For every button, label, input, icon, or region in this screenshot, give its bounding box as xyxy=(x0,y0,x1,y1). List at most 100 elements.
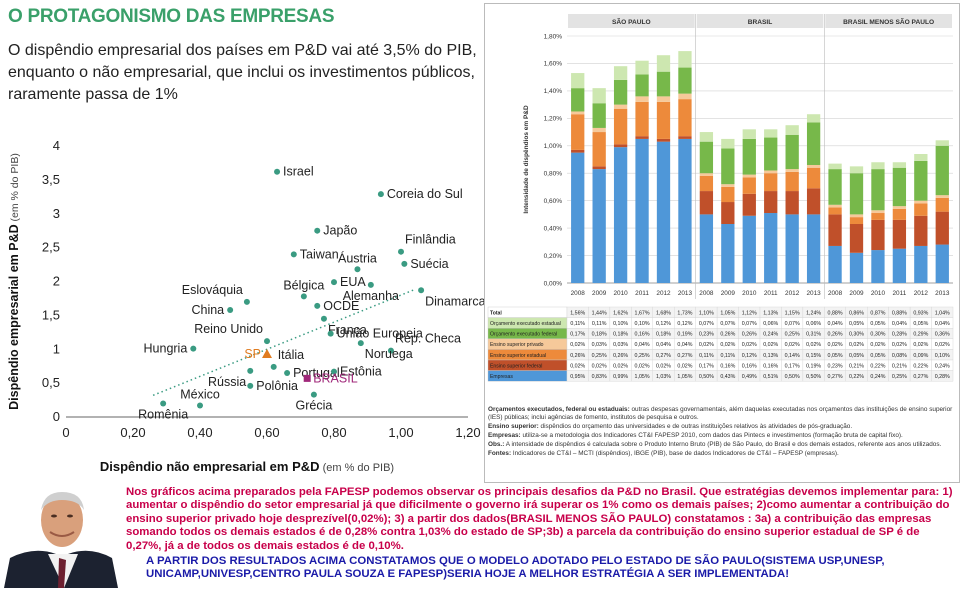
bar-segment-orcamento-executado-estadual xyxy=(914,154,928,161)
bar-segment-ensino-superior-privado xyxy=(849,214,864,218)
bar-x-tick-label: 2010 xyxy=(614,290,629,297)
point-label: Suécia xyxy=(410,257,448,271)
table-cell: 0,11% xyxy=(721,353,736,359)
bar-segment-empresas xyxy=(764,213,778,283)
bar-segment-ensino-superior-estadual xyxy=(656,101,671,139)
table-cell: 0,10% xyxy=(935,353,950,359)
bar-segment-ensino-superior-privado xyxy=(785,169,799,172)
point-franca xyxy=(320,315,327,322)
bar-segment-ensino-superior-privado xyxy=(721,184,735,187)
bar-segment-ensino-superior-estadual xyxy=(678,99,692,137)
y-tick-label: 4 xyxy=(53,138,60,153)
table-cell: 0,02% xyxy=(570,363,585,369)
table-row-label: Total xyxy=(490,310,502,316)
group-header-bg xyxy=(568,14,695,28)
bar-segment-ensino-superior-privado xyxy=(914,200,928,204)
bar-segment-orcamento-executado-estadual xyxy=(785,125,799,135)
table-cell: 0,31% xyxy=(806,332,821,338)
note-text: A intensidade de dispêndios é calculada … xyxy=(504,441,942,449)
bar-y-tick-label: 0,00% xyxy=(544,280,563,287)
bar-x-tick-label: 2008 xyxy=(571,290,586,297)
table-cell: 0,02% xyxy=(828,342,843,348)
point-alemanha xyxy=(367,281,374,288)
bar-segment-orcamento-executado-estadual xyxy=(892,162,907,168)
table-cell: 0,19% xyxy=(806,363,821,369)
table-cell: 0,16% xyxy=(635,332,650,338)
bar-segment-orcamento-executado-federal xyxy=(914,160,928,201)
bar-x-tick-label: 2013 xyxy=(935,290,950,297)
table-cell: 0,99% xyxy=(613,374,628,380)
table-cell: 0,16% xyxy=(720,363,735,369)
bar-segment-ensino-superior-federal xyxy=(806,188,821,215)
point-label: Grécia xyxy=(295,399,332,413)
point-noruega xyxy=(357,340,364,347)
table-cell: 0,04% xyxy=(635,342,650,348)
y-tick-label: 1,5 xyxy=(42,307,60,322)
table-cell: 0,25% xyxy=(785,332,800,338)
point-eua xyxy=(331,279,337,286)
table-cell: 0,95% xyxy=(570,374,585,380)
table-cell: 0,08% xyxy=(892,353,907,359)
point-label: México xyxy=(180,387,220,401)
bar-segment-ensino-superior-estadual xyxy=(571,114,585,150)
table-cell: 0,83% xyxy=(592,374,607,380)
table-cell: 0,22% xyxy=(870,363,885,369)
point-label: União Europeia xyxy=(337,327,423,341)
point-mexico xyxy=(197,402,203,409)
table-cell: 1,05% xyxy=(635,374,650,380)
bar-segment-orcamento-executado-estadual xyxy=(806,114,821,123)
table-cell: 0,87% xyxy=(870,310,885,316)
bar-segment-ensino-superior-privado xyxy=(656,96,671,102)
bar-segment-ensino-superior-federal xyxy=(785,191,799,215)
point-russia xyxy=(247,367,254,374)
table-cell: 0,21% xyxy=(849,363,864,369)
bar-segment-ensino-superior-privado xyxy=(871,210,885,214)
table-cell: 0,10% xyxy=(635,321,650,327)
group-header-label: BRASIL xyxy=(748,19,773,26)
y-axis-label-unit: (em % do PIB) xyxy=(9,153,21,224)
bar-segment-empresas xyxy=(635,138,649,283)
bar-segment-ensino-superior-federal xyxy=(699,191,714,215)
y-tick-label: 3,5 xyxy=(42,172,60,187)
bar-x-tick-label: 2009 xyxy=(592,290,607,297)
table-cell: 0,27% xyxy=(677,353,692,359)
infographic-title: O PROTAGONISMO DAS EMPRESAS xyxy=(8,6,335,27)
y-axis-label-main: Dispêndio empresarial em P&D xyxy=(7,224,21,409)
table-cell: 0,04% xyxy=(828,321,843,327)
x-axis-label: Dispêndio não empresarial em P&D (em % d… xyxy=(100,459,394,474)
y-tick-label: 3 xyxy=(53,206,60,221)
point-label: Reino Unido xyxy=(194,322,263,336)
note-text: utiliza-se a metodologia dos Indicadores… xyxy=(520,432,903,440)
table-cell: 0,23% xyxy=(828,363,843,369)
bar-segment-ensino-superior-federal xyxy=(828,214,842,246)
table-cell: 0,11% xyxy=(699,353,714,359)
table-cell: 0,30% xyxy=(849,332,864,338)
point-label: EUA xyxy=(340,275,366,289)
bar-segment-ensino-superior-estadual xyxy=(592,132,606,167)
table-cell: 0,16% xyxy=(742,363,757,369)
point-label: Itália xyxy=(278,348,304,362)
point-label: Rússia xyxy=(208,375,246,389)
bar-segment-empresas xyxy=(914,245,928,283)
bar-segment-orcamento-executado-federal xyxy=(613,79,628,105)
bar-segment-ensino-superior-privado xyxy=(678,93,692,100)
bar-segment-ensino-superior-estadual xyxy=(806,167,821,189)
table-cell: 0,05% xyxy=(870,353,885,359)
point-label: Eslováquia xyxy=(182,283,243,297)
point-dinamarca xyxy=(418,287,425,294)
bar-segment-ensino-superior-privado xyxy=(828,204,842,208)
table-cell: 0,24% xyxy=(763,332,778,338)
x-tick-label: 0,20 xyxy=(120,425,145,440)
note-item: Orçamentos executados, federal ou estadu… xyxy=(488,406,956,423)
bar-segment-orcamento-executado-federal xyxy=(721,148,735,185)
point-label: Dinamarca xyxy=(425,294,484,308)
bar-segment-ensino-superior-estadual xyxy=(785,171,799,192)
table-cell: 0,11% xyxy=(592,321,607,327)
x-axis-label-main: Dispêndio não empresarial em P&D xyxy=(100,459,320,474)
bar-segment-orcamento-executado-federal xyxy=(699,141,714,174)
table-cell: 0,02% xyxy=(677,363,692,369)
table-cell: 0,07% xyxy=(720,321,735,327)
bar-segment-ensino-superior-federal xyxy=(656,138,671,142)
table-row-label: Ensino superior estadual xyxy=(490,353,546,359)
table-cell: 0,24% xyxy=(935,363,950,369)
